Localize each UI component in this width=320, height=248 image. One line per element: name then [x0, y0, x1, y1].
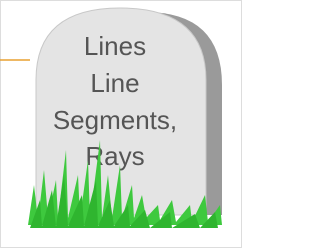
stone-line: Lines	[84, 31, 146, 61]
stone-line: Rays	[85, 141, 144, 171]
stone-line: Segments,	[53, 105, 177, 135]
tombstone-picture: Lines Line Segments, Rays	[0, 0, 242, 248]
page: {"tombstone": {"lines": ["Lines", "Line"…	[0, 0, 242, 248]
stone-line: Line	[90, 68, 139, 98]
